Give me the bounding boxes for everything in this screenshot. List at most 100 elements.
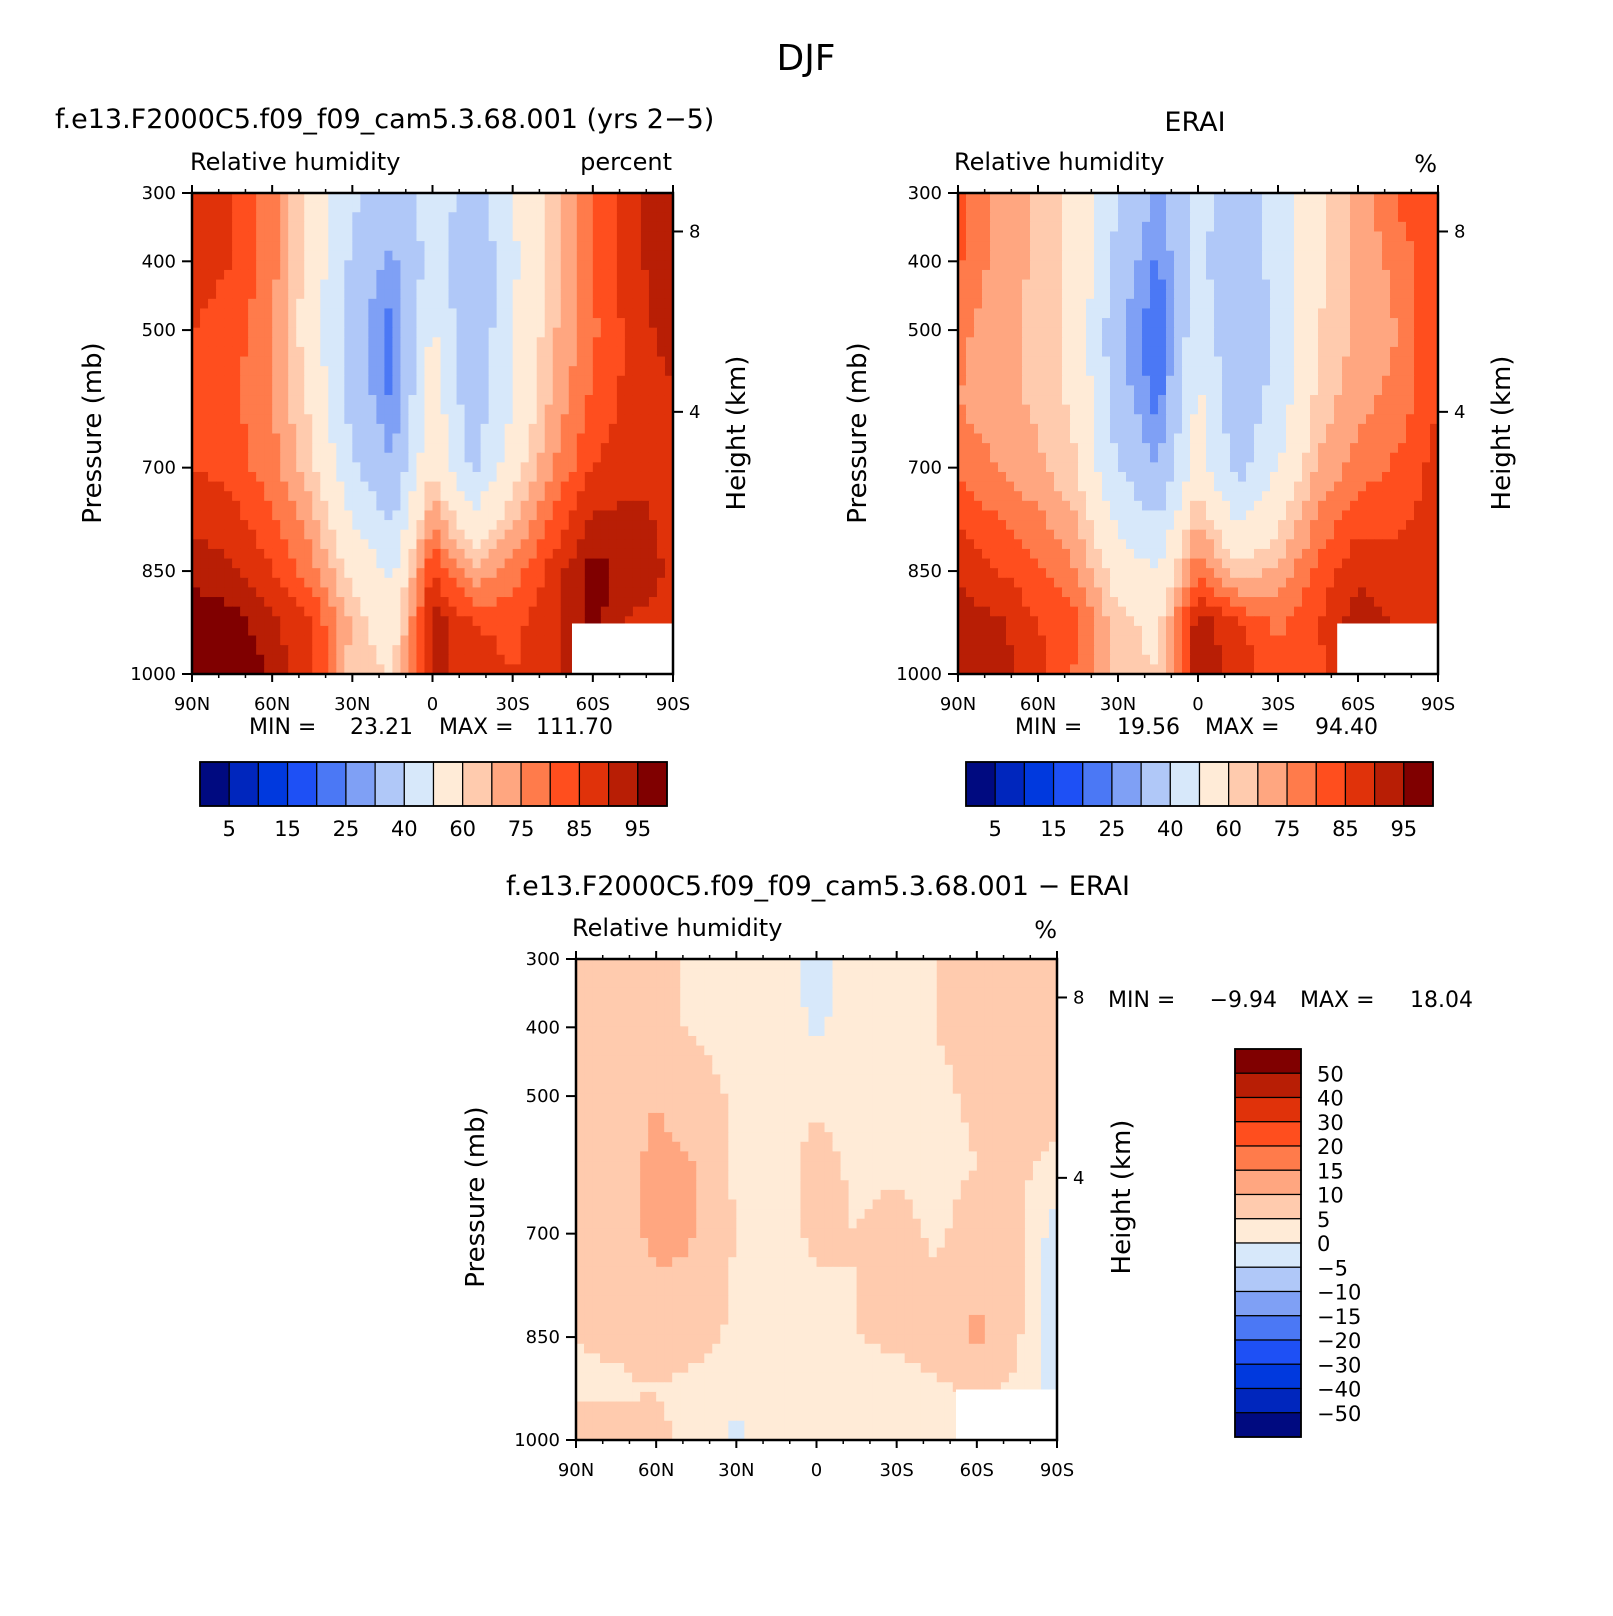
heatmap-cell (192, 606, 201, 617)
heatmap-cell (368, 231, 377, 242)
heatmap-cell (472, 645, 482, 656)
heatmap-cell (512, 221, 522, 233)
heatmap-cell (400, 539, 410, 550)
heatmap-cell (1254, 452, 1263, 463)
heatmap-cell (608, 414, 618, 425)
heatmap-cell (1158, 433, 1167, 444)
heatmap-cell (656, 308, 666, 319)
heatmap-cell (536, 337, 546, 348)
heatmap-cell (216, 635, 225, 646)
heatmap-cell (1086, 241, 1095, 252)
heatmap-cell (1158, 269, 1167, 281)
heatmap-cell (974, 491, 983, 502)
heatmap-cell (384, 625, 394, 637)
heatmap-cell (256, 250, 265, 261)
heatmap-cell (648, 337, 658, 348)
heatmap-cell (360, 327, 369, 338)
heatmap-cell (1406, 231, 1415, 242)
heatmap-cell (528, 395, 538, 406)
heatmap-cell (1350, 366, 1359, 377)
heatmap-cell (966, 269, 975, 281)
heatmap-cell (456, 279, 466, 290)
heatmap-cell (1246, 298, 1255, 310)
heatmap-cell (360, 577, 369, 589)
heatmap-cell (616, 529, 626, 540)
heatmap-cell (1310, 433, 1319, 444)
heatmap-cell (1238, 346, 1247, 358)
heatmap-cell (312, 231, 321, 242)
heatmap-cell (312, 568, 321, 579)
heatmap-cell (648, 395, 658, 406)
heatmap-cell (1030, 366, 1039, 377)
heatmap-cell (488, 346, 498, 358)
heatmap-cell (264, 597, 273, 608)
heatmap-cell (528, 568, 538, 579)
heatmap-cell (998, 491, 1007, 502)
heatmap-cell (1022, 414, 1031, 425)
heatmap-cell (1318, 289, 1327, 300)
heatmap-cell (320, 404, 329, 415)
heatmap-cell (664, 308, 674, 319)
heatmap-cell (448, 587, 458, 598)
heatmap-cell (192, 587, 201, 598)
heatmap-cell (224, 241, 233, 252)
heatmap-cell (1406, 241, 1415, 252)
heatmap-cell (616, 231, 626, 242)
heatmap-cell (288, 346, 297, 358)
heatmap-cell (1190, 481, 1199, 492)
heatmap-cell (216, 597, 225, 608)
heatmap-cell (248, 279, 257, 290)
heatmap-cell (656, 318, 666, 329)
heatmap-cell (1382, 212, 1391, 223)
heatmap-cell (520, 202, 530, 213)
heatmap-cell (624, 327, 634, 338)
heatmap-cell (280, 529, 289, 540)
heatmap-cell (1190, 231, 1199, 242)
heatmap-cell (280, 298, 289, 310)
heatmap-cell (1246, 346, 1255, 358)
heatmap-cell (1102, 221, 1111, 233)
heatmap-cell (496, 337, 506, 348)
heatmap-cell (296, 327, 305, 338)
heatmap-cell (1294, 414, 1303, 425)
heatmap-cell (958, 491, 967, 502)
heatmap-cell (576, 260, 586, 271)
heatmap-cell (240, 375, 249, 386)
heatmap-cell (256, 587, 265, 598)
heatmap-cell (648, 500, 658, 512)
heatmap-cell (1398, 202, 1407, 213)
heatmap-cell (958, 404, 967, 415)
heatmap-cell (1214, 443, 1223, 454)
heatmap-cell (1094, 260, 1103, 271)
heatmap-cell (392, 337, 402, 348)
heatmap-cell (320, 443, 329, 454)
heatmap-cell (1406, 452, 1415, 463)
heatmap-cell (544, 568, 554, 579)
heatmap-cell (624, 520, 634, 531)
heatmap-cell (1054, 231, 1063, 242)
heatmap-cell (536, 279, 546, 290)
heatmap-cell (320, 279, 329, 290)
heatmap-cell (264, 346, 273, 358)
heatmap-cell (384, 308, 394, 319)
heatmap-cell (496, 433, 506, 444)
heatmap-cell (1422, 269, 1431, 281)
heatmap-cell (974, 423, 983, 435)
heatmap-cell (584, 346, 594, 358)
heatmap-cell (958, 298, 967, 310)
heatmap-cell (1262, 260, 1271, 271)
heatmap-cell (440, 366, 450, 377)
heatmap-cell (664, 212, 674, 223)
heatmap-cell (328, 491, 337, 502)
heatmap-cell (1086, 414, 1095, 425)
heatmap-cell (1342, 241, 1351, 252)
heatmap-cell (1366, 231, 1375, 242)
heatmap-cell (592, 577, 602, 589)
heatmap-cell (1126, 250, 1135, 261)
heatmap-cell (982, 202, 991, 213)
heatmap-cell (528, 337, 538, 348)
heatmap-cell (1302, 327, 1311, 338)
heatmap-cell (1230, 452, 1239, 463)
heatmap-cell (624, 577, 634, 589)
heatmap-cell (1286, 327, 1295, 338)
